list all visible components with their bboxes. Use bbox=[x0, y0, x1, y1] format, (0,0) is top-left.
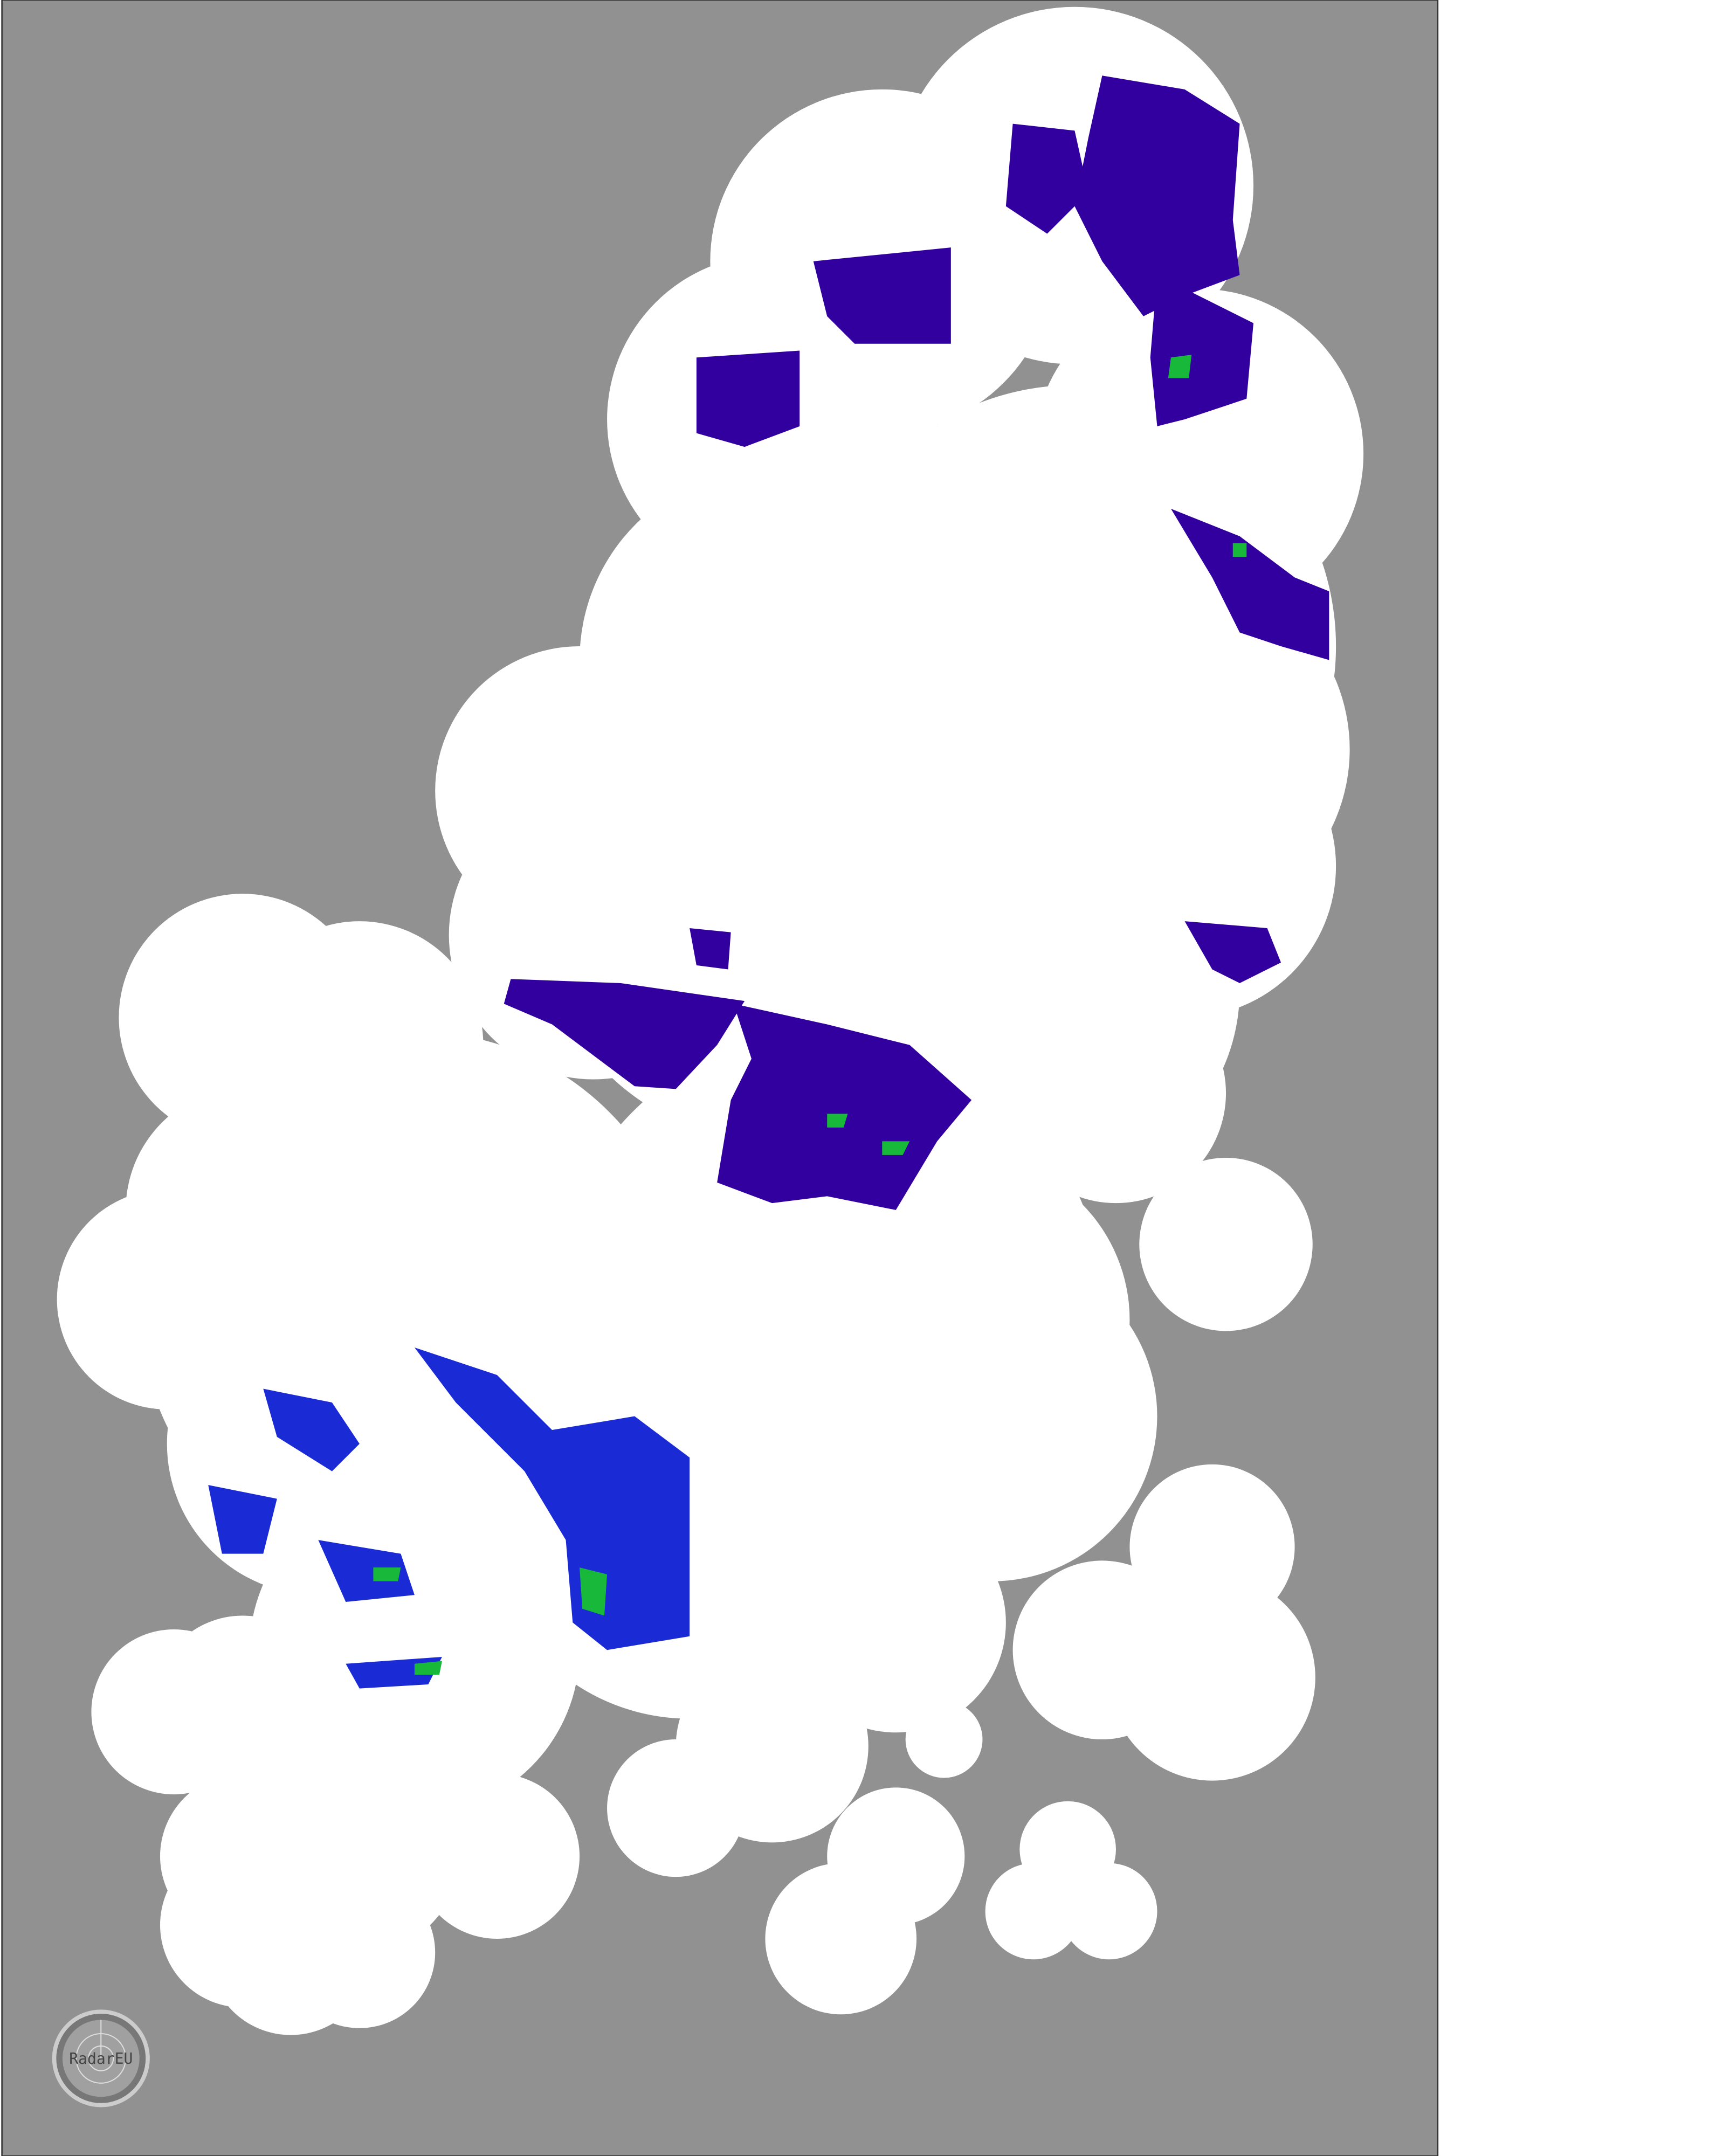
echo-light bbox=[1184, 921, 1281, 983]
echo-light bbox=[813, 247, 951, 344]
radareu-logo: RadarEU bbox=[52, 2009, 150, 2107]
echo-heavy bbox=[414, 1661, 442, 1675]
echo-heavy bbox=[1168, 355, 1192, 378]
echo-light bbox=[1074, 75, 1240, 316]
radar-coverage-circle bbox=[284, 1877, 436, 2028]
precipitation-echoes bbox=[208, 75, 1329, 1689]
radar-coverage-circle bbox=[607, 1739, 745, 1877]
echo-heavy bbox=[373, 1567, 401, 1581]
echo-moderate bbox=[263, 1388, 360, 1471]
radar-coverage-circle bbox=[785, 1512, 1006, 1733]
echo-light bbox=[1005, 123, 1088, 234]
radar-coverage-circle bbox=[1060, 1863, 1157, 1960]
radar-coverage-circle bbox=[905, 1701, 983, 1778]
radar-coverage-circle bbox=[827, 1251, 1157, 1581]
echo-moderate bbox=[318, 1540, 415, 1602]
radar-coverage-circle bbox=[1139, 1157, 1313, 1331]
radar-coverage-circle bbox=[827, 1787, 965, 1925]
echo-light bbox=[1150, 275, 1254, 426]
echo-light bbox=[690, 928, 731, 970]
echo-light bbox=[696, 350, 800, 447]
echo-light bbox=[717, 1004, 972, 1210]
echo-heavy bbox=[827, 1114, 848, 1128]
echo-light bbox=[504, 979, 745, 1089]
logo-text: RadarEU bbox=[69, 2050, 133, 2068]
echo-heavy bbox=[580, 1567, 608, 1616]
echo-light bbox=[1170, 508, 1329, 660]
echo-moderate bbox=[414, 1348, 690, 1650]
echo-moderate bbox=[208, 1485, 277, 1554]
radar-coverage-circle bbox=[1012, 1560, 1192, 1740]
radar-coverage-circle bbox=[1005, 983, 1226, 1204]
echo-heavy bbox=[882, 1141, 910, 1155]
echo-heavy bbox=[1232, 543, 1247, 557]
radar-coverage-circle bbox=[985, 1863, 1082, 1960]
